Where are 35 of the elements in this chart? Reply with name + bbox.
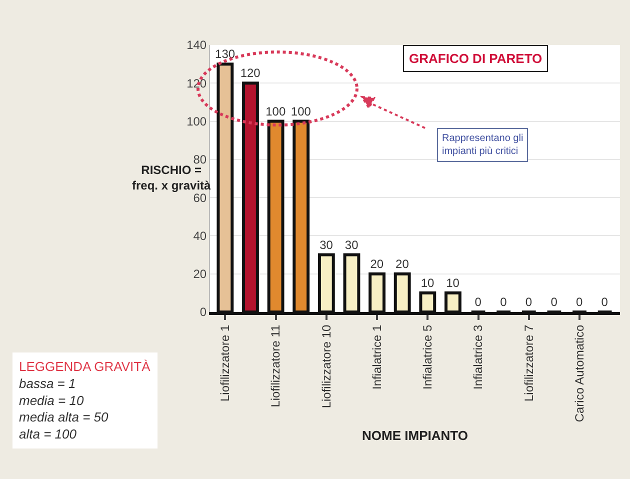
data-label: 0 — [601, 295, 608, 309]
y-tick-label: 0 — [200, 305, 207, 320]
data-label: 0 — [550, 295, 558, 309]
x-tick-label: Infialatrice 3 — [471, 324, 486, 390]
x-tick-label: Liofilizzatore 1 — [218, 324, 232, 402]
x-axis-title: NOME IMPIANTO — [362, 428, 468, 443]
data-label: 10 — [446, 276, 460, 290]
text: LEGGENDA GRAVITÀ bassa = 1 media = 10 media alta = 50 alta = 100 — [19, 359, 151, 442]
data-label: 30 — [320, 238, 334, 252]
y-tick-label: 60 — [193, 190, 207, 205]
x-tick-label: Infialatrice 5 — [420, 324, 435, 390]
data-label: 0 — [576, 295, 584, 309]
x-tick-label: Liofilizzatore 7 — [522, 324, 536, 402]
data-label: 100 — [266, 104, 286, 118]
data-label: 10 — [420, 276, 434, 290]
data-label: 0 — [525, 295, 532, 309]
text: GRAFICO DI PARETO — [409, 51, 542, 66]
x-tick-label: Infialatrice 1 — [370, 324, 384, 390]
data-label: 100 — [290, 104, 312, 118]
x-tick-label: Liofilizzatore 10 — [319, 324, 334, 408]
annotation: Rappresentano gli impianti più critici — [442, 133, 524, 157]
y-tick-label: 100 — [186, 114, 207, 128]
data-label: 0 — [474, 295, 482, 309]
data-label: 130 — [215, 47, 236, 62]
x-tick-label: Carico Automatico — [572, 324, 586, 422]
x-tick-label: Liofilizzatore 11 — [268, 324, 283, 408]
y-tick-label: 20 — [193, 267, 207, 282]
data-label: 120 — [240, 66, 261, 80]
data-label: 20 — [370, 256, 384, 271]
y-tick-label: 120 — [186, 76, 207, 90]
data-label: 0 — [500, 295, 508, 309]
data-label: 20 — [396, 256, 410, 271]
data-label: 30 — [344, 238, 359, 252]
y-tick-label: 40 — [193, 228, 207, 243]
y-tick-label: 140 — [186, 38, 207, 52]
